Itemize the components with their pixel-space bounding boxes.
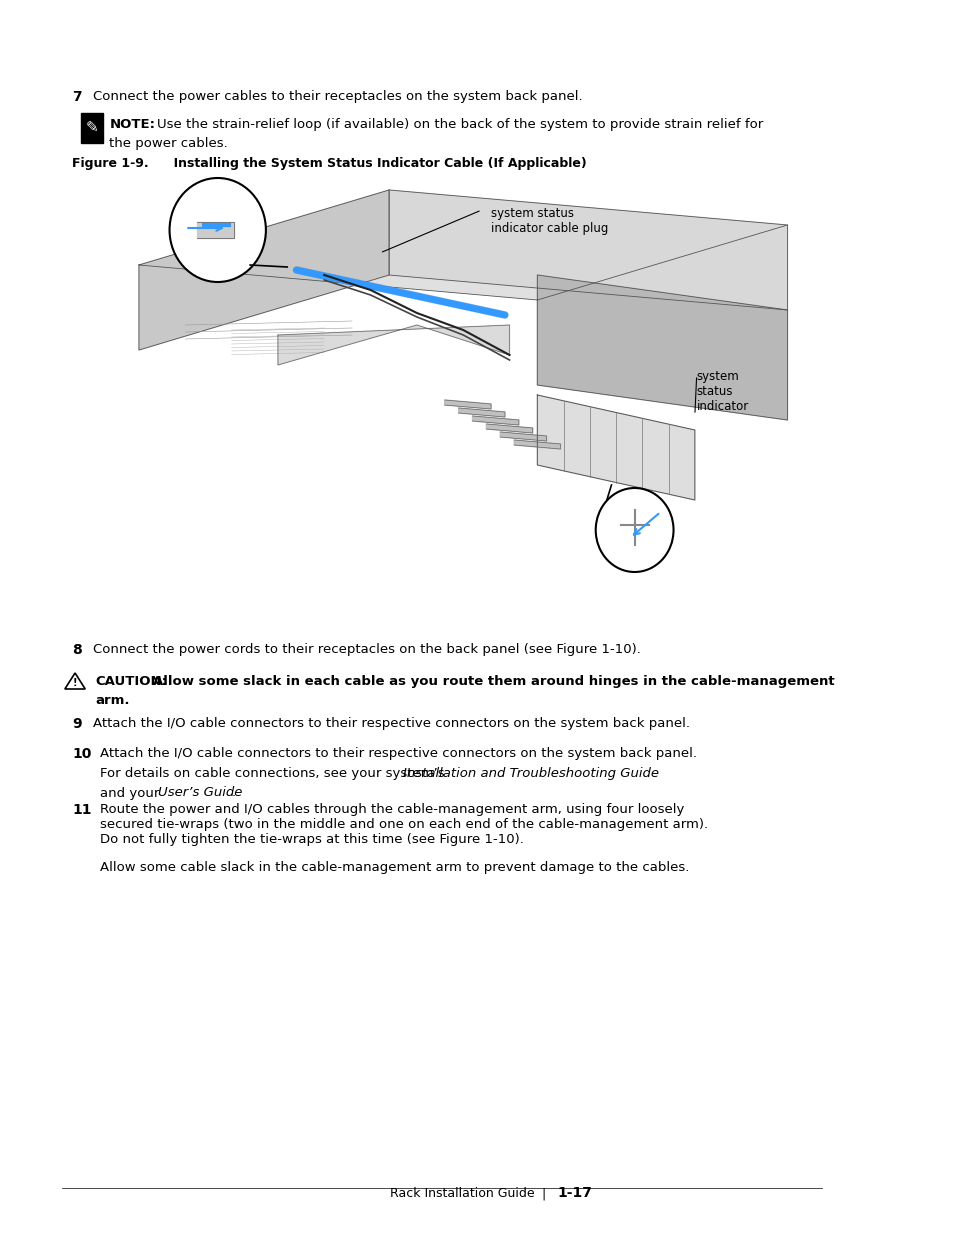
Text: system status
indicator cable plug: system status indicator cable plug (491, 207, 608, 235)
Text: CAUTION:: CAUTION: (95, 676, 167, 688)
Text: 7: 7 (72, 90, 82, 104)
Text: the power cables.: the power cables. (110, 137, 228, 149)
Text: 10: 10 (72, 747, 91, 761)
Text: 9: 9 (72, 718, 82, 731)
Polygon shape (486, 424, 532, 433)
Text: Use the strain-relief loop (if available) on the back of the system to provide s: Use the strain-relief loop (if available… (157, 119, 763, 131)
Text: system
status
indicator: system status indicator (696, 370, 748, 412)
Text: Allow some slack in each cable as you route them around hinges in the cable-mana: Allow some slack in each cable as you ro… (152, 676, 834, 688)
Text: NOTE:: NOTE: (110, 119, 155, 131)
Polygon shape (514, 440, 560, 450)
Text: Connect the power cords to their receptacles on the back panel (see Figure 1-10): Connect the power cords to their recepta… (92, 643, 639, 656)
Text: For details on cable connections, see your system’s: For details on cable connections, see yo… (100, 767, 449, 781)
Text: and your: and your (100, 787, 164, 799)
Polygon shape (472, 416, 518, 425)
Polygon shape (139, 190, 389, 350)
Text: User’s Guide: User’s Guide (158, 787, 243, 799)
Text: Figure 1-9.  Installing the System Status Indicator Cable (If Applicable): Figure 1-9. Installing the System Status… (72, 157, 586, 170)
Text: 8: 8 (72, 643, 82, 657)
Text: arm.: arm. (95, 694, 130, 706)
Text: 1-17: 1-17 (558, 1186, 592, 1200)
Text: |: | (541, 1187, 545, 1200)
Polygon shape (277, 325, 509, 366)
Polygon shape (499, 432, 546, 441)
FancyBboxPatch shape (80, 112, 103, 143)
Text: Connect the power cables to their receptacles on the system back panel.: Connect the power cables to their recept… (92, 90, 581, 103)
Text: Allow some cable slack in the cable-management arm to prevent damage to the cabl: Allow some cable slack in the cable-mana… (100, 861, 689, 874)
Text: Route the power and I/O cables through the cable-management arm, using four loos: Route the power and I/O cables through t… (100, 803, 707, 846)
Text: !: ! (72, 678, 77, 688)
Polygon shape (389, 190, 786, 310)
Text: Attach the I/O cable connectors to their respective connectors on the system bac: Attach the I/O cable connectors to their… (100, 747, 697, 760)
Circle shape (595, 488, 673, 572)
Text: .: . (232, 787, 235, 799)
Polygon shape (197, 222, 234, 238)
Text: Installation and Troubleshooting Guide: Installation and Troubleshooting Guide (402, 767, 659, 781)
Polygon shape (458, 408, 504, 417)
Polygon shape (65, 673, 85, 689)
Circle shape (170, 178, 266, 282)
Polygon shape (537, 395, 694, 500)
Text: Rack Installation Guide: Rack Installation Guide (390, 1187, 534, 1200)
Text: ✎: ✎ (85, 121, 98, 136)
Text: 11: 11 (72, 803, 91, 818)
Polygon shape (444, 400, 491, 409)
Polygon shape (537, 275, 786, 420)
Polygon shape (139, 190, 786, 300)
Text: Attach the I/O cable connectors to their respective connectors on the system bac: Attach the I/O cable connectors to their… (92, 718, 689, 730)
